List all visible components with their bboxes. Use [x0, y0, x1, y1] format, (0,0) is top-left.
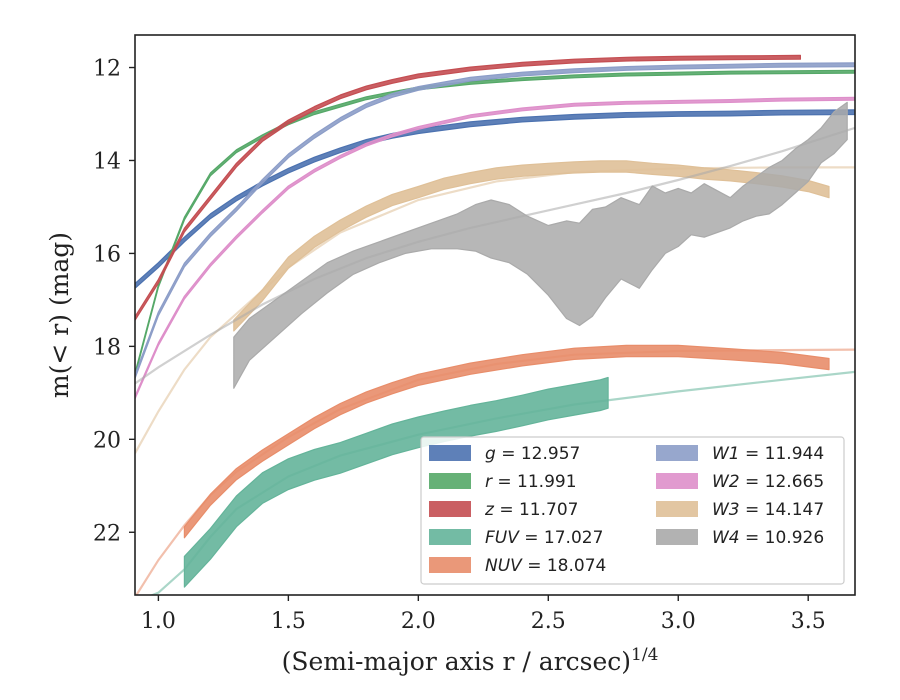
legend-swatch-w3	[656, 501, 698, 517]
legend-label-w1: W1 = 11.944	[712, 444, 824, 464]
y-axis: 12 14 16 18 20 22	[93, 57, 135, 546]
legend-label-w3: W3 = 14.147	[712, 500, 824, 520]
legend-label-nuv: NUV = 18.074	[485, 556, 606, 576]
legend-swatch-w1	[656, 445, 698, 461]
legend-swatch-w2	[656, 473, 698, 489]
legend-label-w4: W4 = 10.926	[712, 528, 824, 548]
x-tick-label: 1.5	[271, 609, 306, 634]
legend-swatch-r	[429, 473, 471, 489]
x-tick-label: 2.5	[531, 609, 566, 634]
y-tick-label: 22	[93, 521, 121, 546]
y-tick-label: 12	[93, 57, 121, 82]
series-z-band	[135, 54, 802, 321]
series-fuv-band	[183, 376, 609, 588]
x-tick-label: 3.0	[661, 609, 696, 634]
legend-label-w2: W2 = 12.665	[712, 472, 824, 492]
y-tick-label: 16	[93, 242, 121, 267]
series-nuv-band	[183, 344, 830, 539]
legend-label-g: g = 12.957	[485, 444, 580, 464]
y-tick-label: 14	[93, 149, 121, 174]
x-axis-label: (Semi-major axis r / arcsec)1/4	[282, 645, 659, 676]
legend-swatch-fuv	[429, 529, 471, 545]
x-axis: 1.0 1.5 2.0 2.5 3.0 3.5	[141, 595, 826, 634]
legend-swatch-nuv	[429, 557, 471, 573]
x-tick-label: 3.5	[791, 609, 826, 634]
legend-box	[420, 436, 845, 585]
series-w1-band	[135, 62, 855, 379]
legend-label-z: z = 11.707	[484, 500, 578, 520]
y-tick-label: 20	[93, 428, 121, 453]
series-w2-band	[135, 96, 855, 400]
x-axis-label-superscript: 1/4	[631, 645, 658, 665]
legend-label-r: r = 11.991	[485, 472, 577, 492]
legend: g = 12.957 r = 11.991 z = 11.707 FUV = 17.0…	[420, 436, 845, 585]
x-tick-label: 1.0	[141, 609, 176, 634]
plot-frame	[134, 34, 856, 596]
y-axis-label: m(< r) (mag)	[45, 232, 74, 398]
plot-area	[135, 54, 855, 595]
legend-swatch-g	[429, 445, 471, 461]
series-w4-band	[233, 101, 848, 389]
series-w3-band	[233, 160, 830, 332]
legend-label-fuv: FUV = 17.027	[485, 528, 603, 548]
x-tick-label: 2.0	[401, 609, 436, 634]
legend-swatch-z	[429, 501, 471, 517]
series-g-band	[135, 109, 855, 289]
y-tick-label: 18	[93, 335, 121, 360]
legend-swatch-w4	[656, 529, 698, 545]
